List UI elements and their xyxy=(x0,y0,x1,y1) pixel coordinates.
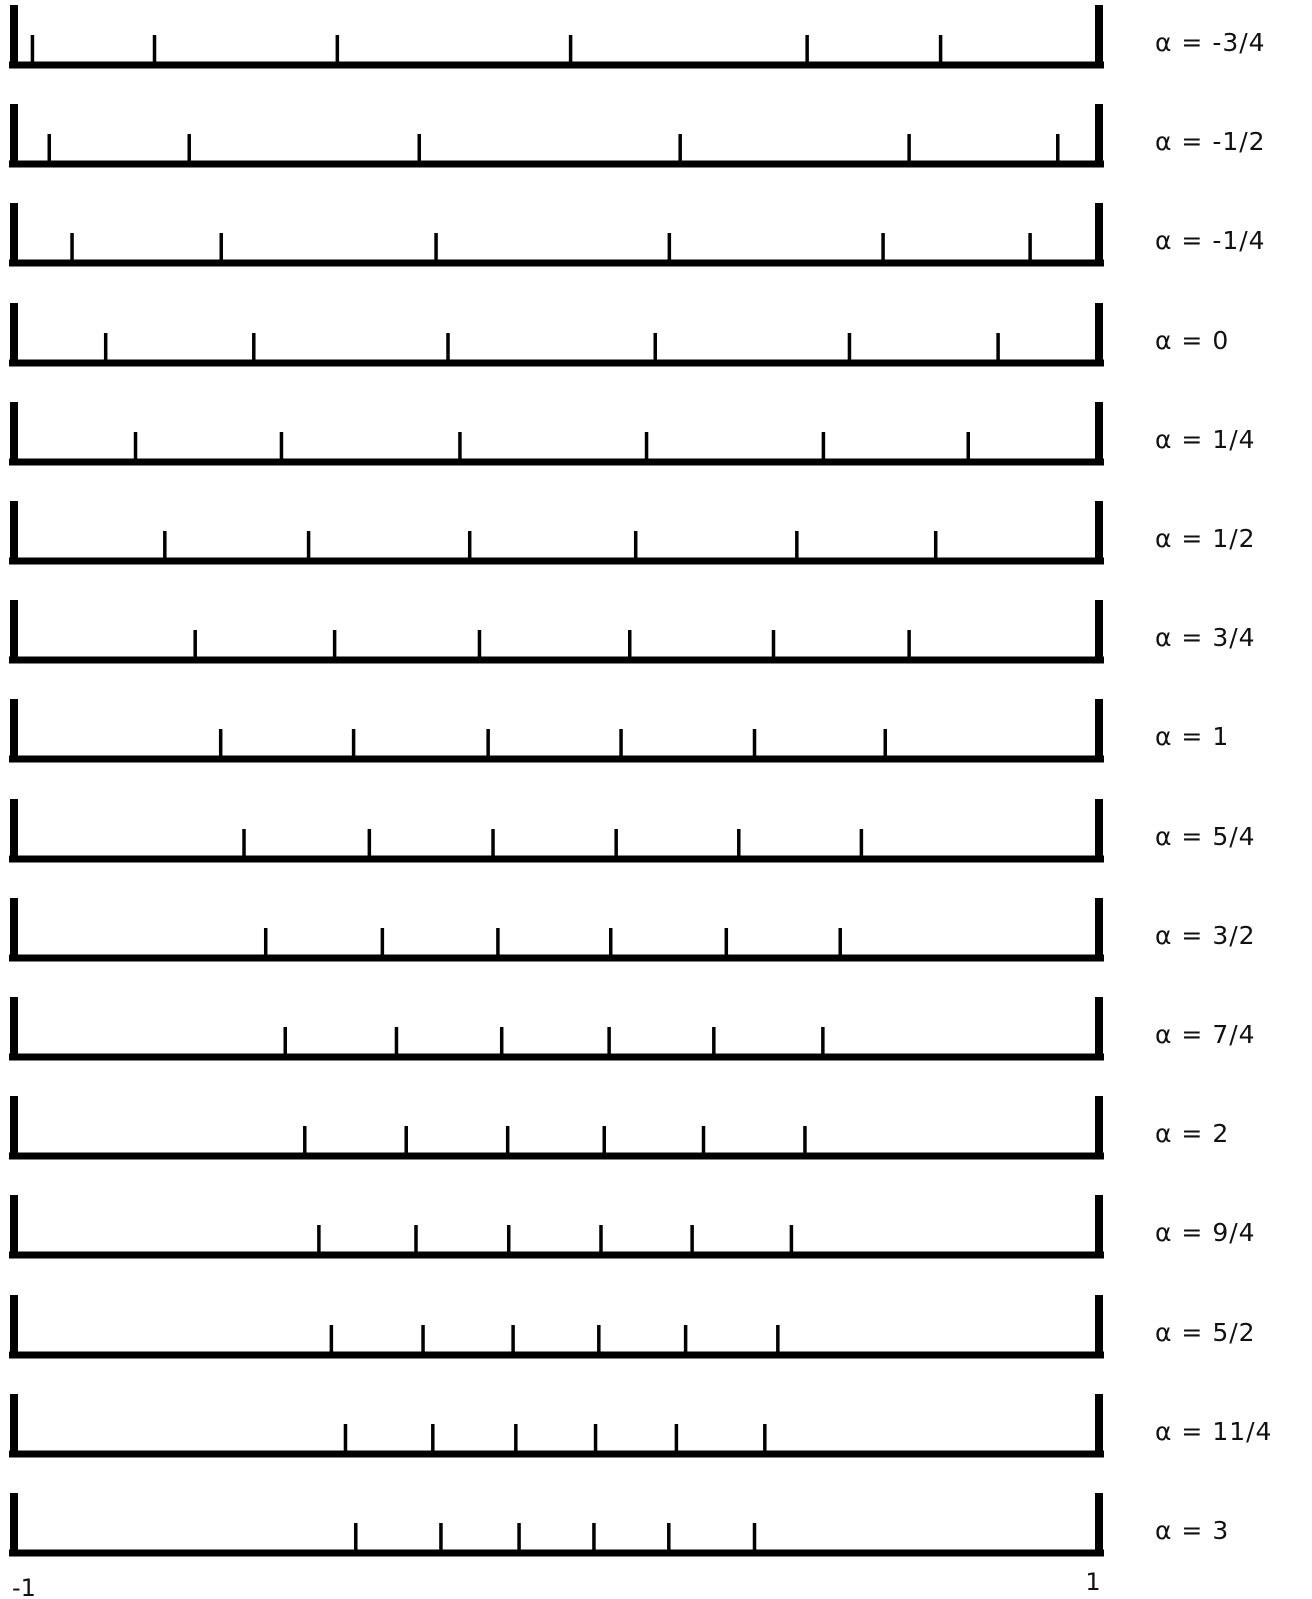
chart-row: α = -1/2 xyxy=(9,104,1266,168)
row-label: α = 2 xyxy=(1155,1119,1229,1148)
chart-row: α = 3/4 xyxy=(9,600,1256,664)
row-label: α = 1/2 xyxy=(1155,524,1256,553)
chart-row: α = 0 xyxy=(9,303,1229,367)
row-label: α = 9/4 xyxy=(1155,1218,1256,1247)
chart-row: α = -1/4 xyxy=(9,203,1266,267)
chart-row: α = 2 xyxy=(9,1096,1229,1160)
row-label: α = 3 xyxy=(1155,1516,1229,1545)
row-label: α = 5/2 xyxy=(1155,1318,1256,1347)
chart-row: α = 11/4 xyxy=(9,1394,1272,1458)
chart-row: α = 7/4 xyxy=(9,997,1256,1061)
row-label: α = 1/4 xyxy=(1155,425,1256,454)
chart-row: α = -3/4 xyxy=(9,5,1266,69)
row-label: α = 1 xyxy=(1155,722,1229,751)
x-axis-labels: -1 1 xyxy=(12,1568,1101,1599)
row-label: α = -1/4 xyxy=(1155,226,1266,255)
chart-row: α = 5/4 xyxy=(9,799,1256,863)
row-label: α = 3/2 xyxy=(1155,921,1256,950)
row-label: α = -3/4 xyxy=(1155,28,1266,57)
row-label: α = 0 xyxy=(1155,326,1229,355)
chart-row: α = 1 xyxy=(9,699,1229,763)
row-label: α = 7/4 xyxy=(1155,1020,1256,1049)
x-tick-label-right: 1 xyxy=(1085,1568,1100,1596)
chart-row: α = 1/2 xyxy=(9,501,1256,565)
x-tick-label-left: -1 xyxy=(12,1574,36,1599)
row-label: α = 3/4 xyxy=(1155,623,1256,652)
chart-row: α = 3/2 xyxy=(9,898,1256,962)
row-label: α = 5/4 xyxy=(1155,822,1256,851)
chart-rows: α = -3/4 α = -1/2 α = -1/4 α = 0 α = 1/4 α = … xyxy=(9,5,1272,1557)
row-label: α = 11/4 xyxy=(1155,1417,1272,1446)
chart-row: α = 5/2 xyxy=(9,1295,1256,1359)
chart-row: α = 9/4 xyxy=(9,1195,1256,1259)
chart-row: α = 3 xyxy=(9,1493,1229,1557)
chart-row: α = 1/4 xyxy=(9,402,1256,466)
row-label: α = -1/2 xyxy=(1155,127,1266,156)
